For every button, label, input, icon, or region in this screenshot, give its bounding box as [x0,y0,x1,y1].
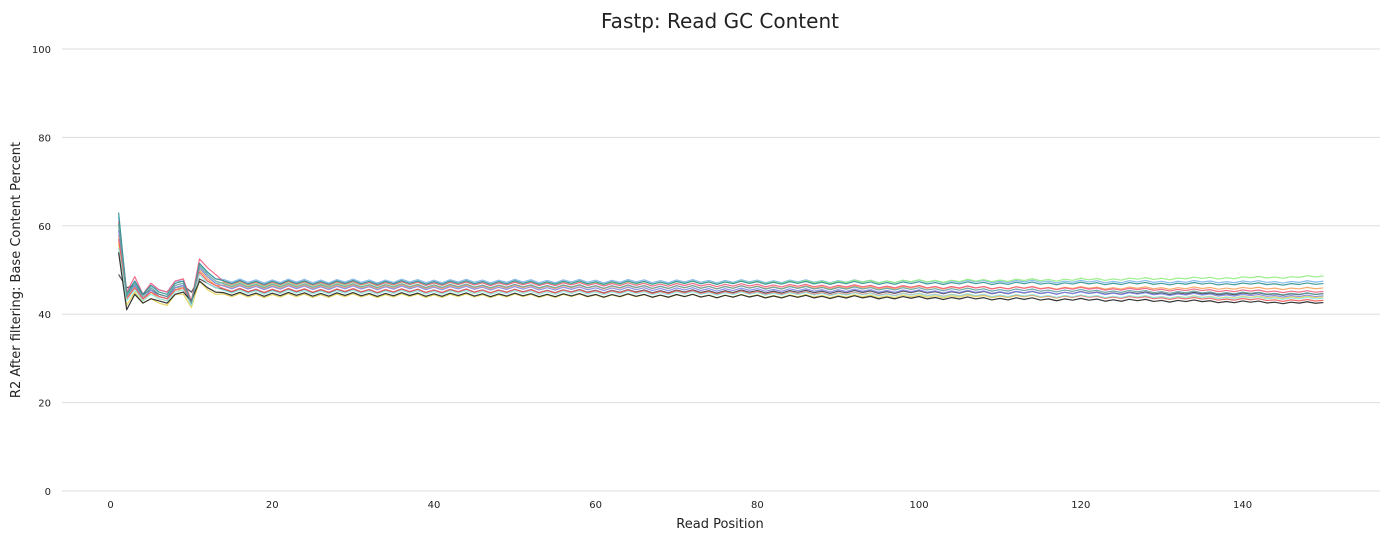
series-line [118,230,1324,306]
x-tick-label: 120 [1071,500,1090,511]
x-axis-label: Read Position [676,517,763,532]
x-tick-label: 100 [910,500,929,511]
x-tick-label: 80 [751,500,764,511]
y-tick-label: 80 [38,133,51,144]
y-tick-label: 40 [38,310,51,321]
y-tick-label: 100 [32,45,51,56]
series-line [118,243,1324,309]
x-tick-label: 140 [1233,500,1252,511]
series-line [118,247,1324,306]
x-tick-labels: 0 20 40 60 80 100 120 140 [107,500,1252,511]
y-tick-label: 20 [38,399,51,410]
series-line [118,223,1324,304]
grid-lines [62,48,1380,492]
y-tick-labels: 0 20 40 60 80 100 [32,45,51,498]
x-tick-label: 20 [266,500,279,511]
x-tick-label: 0 [107,500,113,511]
y-axis-label: R2 After filtering: Base Content Percent [9,142,24,398]
x-tick-label: 60 [589,500,602,511]
chart-title: Fastp: Read GC Content [601,9,839,33]
series-line [118,212,1324,304]
series-line [118,221,1324,302]
series-line [118,238,1324,304]
y-tick-label: 60 [38,222,51,233]
y-tick-label: 0 [45,487,51,498]
x-tick-label: 40 [428,500,441,511]
series-line [118,252,1324,311]
series-lines [118,212,1324,311]
series-line [118,216,1324,304]
